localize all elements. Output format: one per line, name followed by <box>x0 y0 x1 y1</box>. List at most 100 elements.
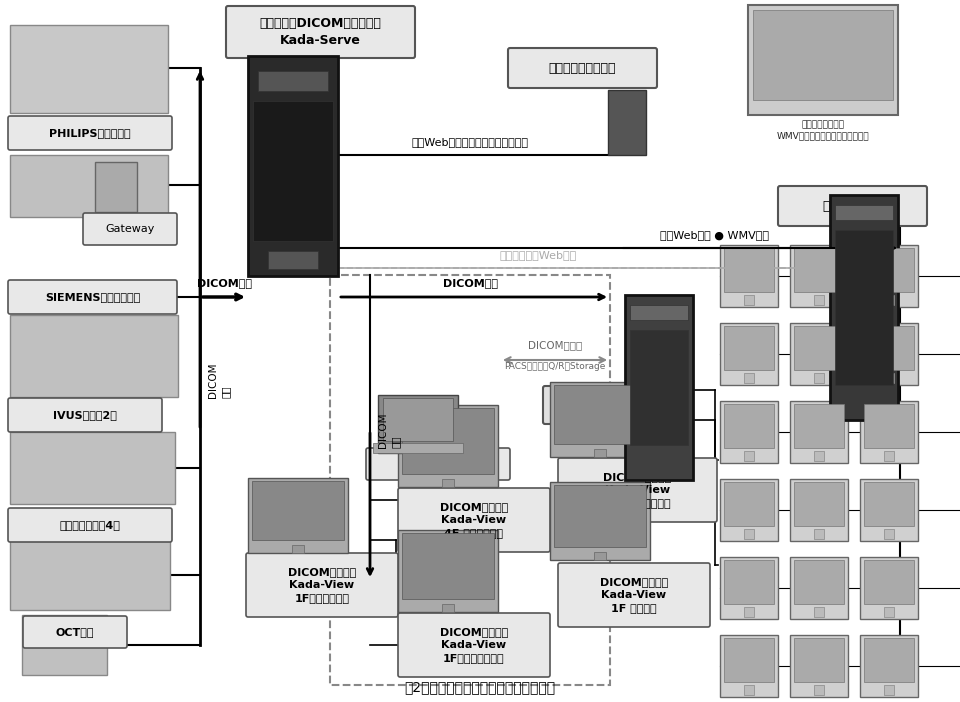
Bar <box>884 451 894 461</box>
Bar <box>864 326 914 370</box>
Bar <box>252 481 344 540</box>
Bar <box>550 482 650 560</box>
Bar <box>835 230 893 385</box>
Bar <box>884 529 894 539</box>
Text: DICOM専用端末
Kada-View
4F 小児ムンテラ: DICOM専用端末 Kada-View 4F 小児ムンテラ <box>440 502 508 538</box>
Bar <box>860 635 918 697</box>
Text: DICOM動画: DICOM動画 <box>443 278 497 288</box>
Bar <box>630 305 688 320</box>
Bar <box>724 404 774 448</box>
Text: DICOM動画: DICOM動画 <box>197 278 252 288</box>
Bar <box>790 401 848 463</box>
Bar <box>790 323 848 385</box>
Bar <box>790 479 848 541</box>
FancyBboxPatch shape <box>8 280 177 314</box>
Bar <box>720 557 778 619</box>
Bar <box>814 685 824 695</box>
Bar <box>630 330 688 445</box>
Bar <box>814 529 824 539</box>
Bar <box>594 552 606 560</box>
Bar <box>790 635 848 697</box>
Bar <box>860 557 918 619</box>
Bar <box>860 401 918 463</box>
Bar <box>554 485 646 547</box>
Bar <box>554 385 646 444</box>
Bar <box>402 533 494 599</box>
Bar <box>794 482 844 526</box>
Bar <box>720 401 778 463</box>
Text: DICOM専用端末
Kada-View
6F 循環器カンファ: DICOM専用端末 Kada-View 6F 循環器カンファ <box>604 472 672 508</box>
Bar <box>814 373 824 383</box>
Bar <box>724 560 774 604</box>
FancyBboxPatch shape <box>246 553 398 617</box>
Bar <box>253 101 333 241</box>
Bar <box>373 443 463 453</box>
Bar <box>864 248 914 292</box>
Bar <box>258 71 328 91</box>
Bar <box>884 607 894 617</box>
Bar <box>720 479 778 541</box>
Bar <box>860 245 918 307</box>
Bar <box>860 479 918 541</box>
Text: DICOM静止画: DICOM静止画 <box>528 340 582 350</box>
Text: DICOM専用端末
Kada-View
1F心カテ操作室: DICOM専用端末 Kada-View 1F心カテ操作室 <box>288 567 356 603</box>
Bar <box>292 545 304 553</box>
Text: 電子カルテ端末で
WMV圧縮動画の参照が可能です。: 電子カルテ端末で WMV圧縮動画の参照が可能です。 <box>777 120 870 141</box>
Text: DICOM専用端末
Kada-View
1Fアンギオ操作室: DICOM専用端末 Kada-View 1Fアンギオ操作室 <box>440 627 508 663</box>
Bar <box>330 275 610 685</box>
Text: 動画Web連携 ● WMV動画: 動画Web連携 ● WMV動画 <box>660 230 769 240</box>
Text: SIEMENSアンギオ装置: SIEMENSアンギオ装置 <box>45 292 140 302</box>
FancyBboxPatch shape <box>83 213 177 245</box>
Text: 過去画像移行用PC: 過去画像移行用PC <box>408 459 468 469</box>
Bar <box>864 560 914 604</box>
Bar <box>744 685 754 695</box>
Bar <box>814 451 824 461</box>
FancyBboxPatch shape <box>23 616 127 648</box>
Bar <box>794 326 844 370</box>
Bar <box>864 482 914 526</box>
Bar <box>744 373 754 383</box>
Bar <box>442 479 454 487</box>
FancyBboxPatch shape <box>398 613 550 677</box>
Bar <box>720 323 778 385</box>
Text: 心エコー装置　4台: 心エコー装置 4台 <box>60 520 120 530</box>
Bar <box>402 408 494 474</box>
Bar <box>625 295 693 480</box>
Bar <box>748 5 898 115</box>
Bar <box>10 25 168 113</box>
Bar <box>794 638 844 682</box>
Bar <box>22 615 107 675</box>
FancyBboxPatch shape <box>508 48 657 88</box>
Text: 富士通電子カルテ: 富士通電子カルテ <box>823 199 882 213</box>
Bar <box>10 315 178 397</box>
Bar <box>10 432 175 504</box>
Bar <box>790 557 848 619</box>
Bar <box>383 398 453 441</box>
Text: 図2　長崎医療センターシステム構成図: 図2 長崎医療センターシステム構成図 <box>404 680 556 694</box>
Bar <box>442 604 454 612</box>
Bar <box>608 90 646 155</box>
FancyBboxPatch shape <box>8 398 162 432</box>
FancyBboxPatch shape <box>398 488 550 552</box>
Bar <box>248 56 338 276</box>
Bar <box>744 451 754 461</box>
Bar <box>884 373 894 383</box>
Bar <box>10 155 168 217</box>
Bar <box>814 295 824 305</box>
Bar <box>860 323 918 385</box>
Text: PHILIPS心カテ装置: PHILIPS心カテ装置 <box>49 128 131 138</box>
FancyBboxPatch shape <box>543 386 657 424</box>
Text: 東苗レポーティング: 東苗レポーティング <box>549 62 616 74</box>
Text: DICOM
動画: DICOM 動画 <box>378 412 400 448</box>
Bar <box>753 10 893 100</box>
Bar <box>744 529 754 539</box>
Text: 動画Web連携（キー画像貼り付け）: 動画Web連携（キー画像貼り付け） <box>412 137 529 147</box>
FancyBboxPatch shape <box>366 448 510 480</box>
Bar <box>724 248 774 292</box>
Text: カテレポートWeb連携: カテレポートWeb連携 <box>500 250 577 260</box>
Bar <box>794 248 844 292</box>
Bar <box>864 638 914 682</box>
Bar <box>10 540 170 610</box>
FancyBboxPatch shape <box>778 186 927 226</box>
Bar <box>744 607 754 617</box>
